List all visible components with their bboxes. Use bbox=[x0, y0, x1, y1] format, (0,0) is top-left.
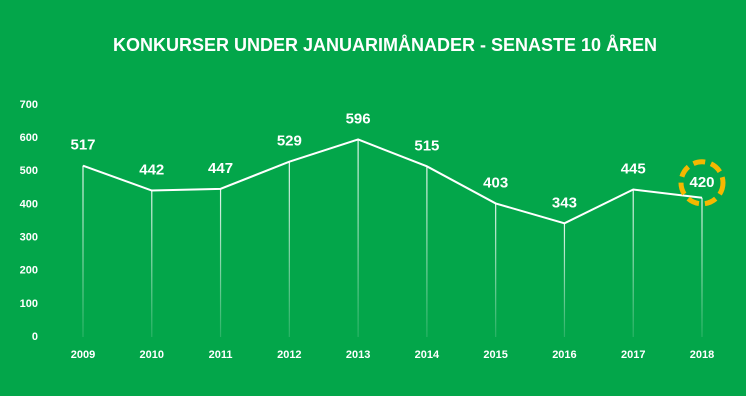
y-tick-label: 600 bbox=[20, 132, 38, 144]
value-label: 420 bbox=[689, 174, 714, 191]
drop-line bbox=[82, 165, 84, 337]
y-tick-label: 400 bbox=[20, 198, 38, 210]
y-tick-label: 0 bbox=[32, 331, 38, 343]
x-tick-label: 2013 bbox=[346, 349, 370, 361]
highlight-ring bbox=[678, 159, 726, 207]
drop-line bbox=[426, 166, 428, 337]
x-tick-label: 2015 bbox=[483, 349, 507, 361]
y-tick-label: 300 bbox=[20, 231, 38, 243]
value-label: 596 bbox=[346, 110, 371, 127]
y-tick-label: 500 bbox=[20, 165, 38, 177]
drop-line bbox=[151, 190, 153, 337]
value-label: 447 bbox=[208, 160, 233, 177]
value-label: 445 bbox=[621, 160, 646, 177]
x-tick-label: 2017 bbox=[621, 349, 645, 361]
value-label: 515 bbox=[414, 137, 439, 154]
y-tick-label: 100 bbox=[20, 298, 38, 310]
y-tick-label: 700 bbox=[20, 99, 38, 111]
drop-line bbox=[632, 189, 634, 337]
x-tick-label: 2011 bbox=[209, 349, 233, 361]
drop-line bbox=[357, 139, 359, 337]
drop-line bbox=[495, 203, 497, 337]
x-tick-label: 2014 bbox=[415, 349, 440, 361]
value-label: 442 bbox=[139, 161, 164, 178]
drop-line bbox=[288, 161, 290, 337]
y-tick-label: 200 bbox=[20, 265, 38, 277]
value-label: 343 bbox=[552, 194, 577, 211]
x-tick-label: 2010 bbox=[140, 349, 164, 361]
value-label: 517 bbox=[70, 137, 95, 154]
drop-line bbox=[701, 197, 703, 337]
drop-line bbox=[563, 223, 566, 337]
x-tick-label: 2012 bbox=[277, 349, 301, 361]
data-line bbox=[82, 138, 703, 225]
x-tick-label: 2016 bbox=[552, 349, 576, 361]
x-tick-label: 2018 bbox=[690, 349, 714, 361]
x-tick-label: 2009 bbox=[71, 349, 95, 361]
value-label: 403 bbox=[483, 174, 508, 191]
drop-line bbox=[219, 188, 222, 337]
value-label: 529 bbox=[277, 133, 302, 150]
chart-title: KONKURSER UNDER JANUARIMÅNADER - SENASTE… bbox=[113, 35, 657, 55]
